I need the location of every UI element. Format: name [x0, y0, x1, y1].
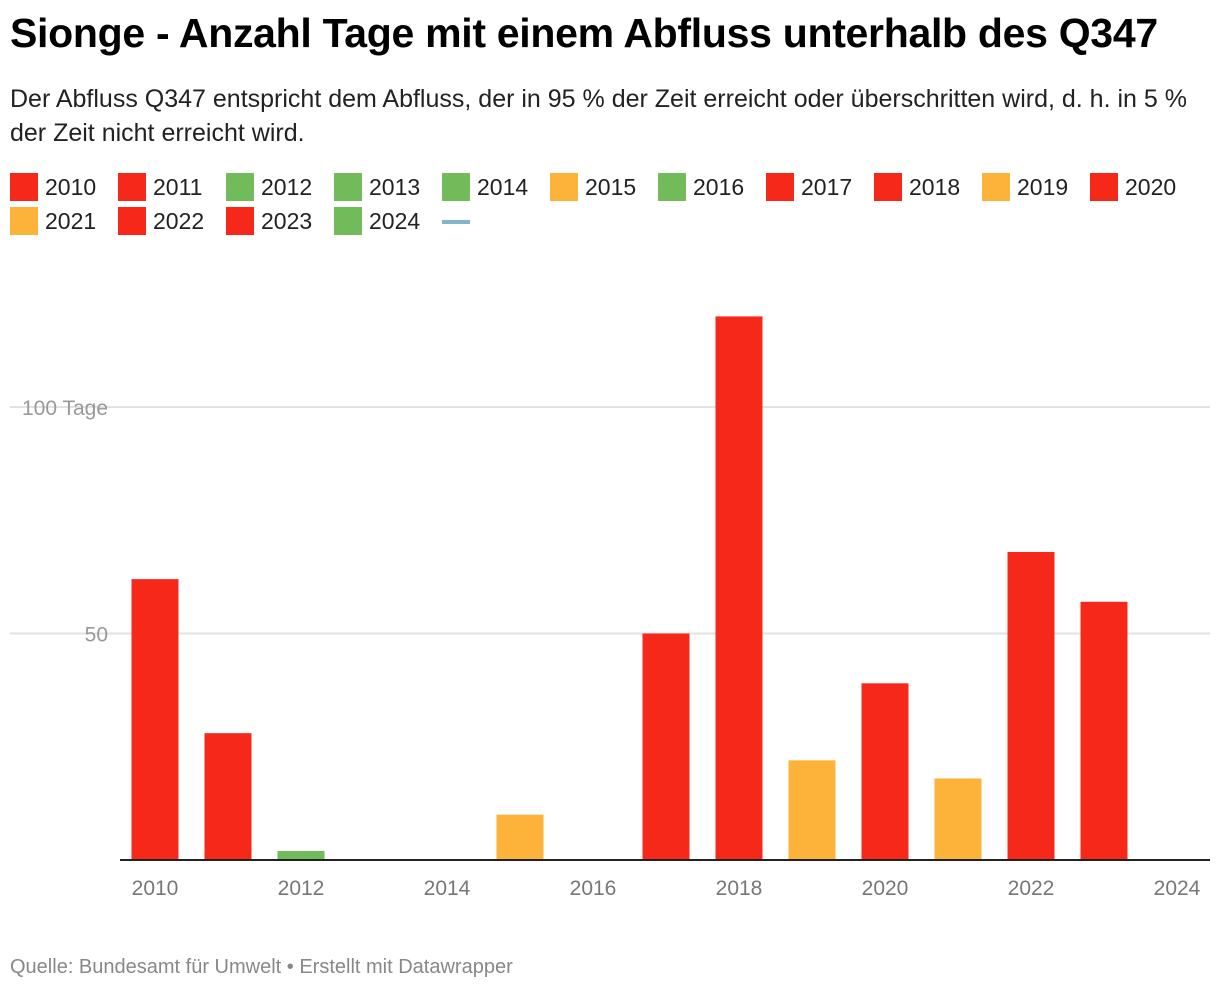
legend-swatch — [874, 173, 902, 201]
legend-item-2023: 2023 — [226, 207, 334, 235]
legend-row: 2010 2011 2012 2013 2014 2015 2016 2017 … — [10, 170, 1210, 204]
legend-label: 2018 — [909, 173, 961, 200]
x-tick-label: 2020 — [862, 877, 909, 900]
legend-swatch — [550, 173, 578, 201]
chart-title: Sionge - Anzahl Tage mit einem Abfluss u… — [10, 10, 1158, 56]
x-tick-label: 2022 — [1008, 877, 1055, 900]
legend-item-2013: 2013 — [334, 173, 442, 201]
x-tick-label: 2014 — [424, 877, 471, 900]
legend-item-2019: 2019 — [982, 173, 1090, 201]
legend-swatch — [1090, 173, 1118, 201]
x-tick-label: 2024 — [1154, 877, 1201, 900]
bar-2017 — [642, 633, 690, 860]
x-tick-label: 2018 — [716, 877, 763, 900]
legend-item-2017: 2017 — [766, 173, 874, 201]
legend-swatch — [10, 173, 38, 201]
y-tick-label: 100 Tage — [22, 397, 108, 420]
legend-swatch — [226, 207, 254, 235]
legend-swatch — [226, 173, 254, 201]
legend-label: 2013 — [369, 173, 421, 200]
bar-2018 — [715, 316, 763, 860]
bar-2015 — [496, 814, 544, 860]
legend-swatch — [118, 173, 146, 201]
legend-label: 2017 — [801, 173, 853, 200]
legend-swatch — [982, 173, 1010, 201]
legend-item-2020: 2020 — [1090, 173, 1198, 201]
legend-item-2016: 2016 — [658, 173, 766, 201]
legend-label: 2024 — [369, 207, 421, 234]
legend-label: 2011 — [153, 173, 203, 200]
legend-label: 2016 — [693, 173, 745, 200]
bar-2010 — [131, 579, 179, 860]
x-tick-label: 2012 — [278, 877, 325, 900]
bar-2022 — [1007, 551, 1055, 860]
bar-chart: 50 100 Tage 2010 2012 2014 2016 2018 2020 2022 20… — [10, 316, 1210, 900]
legend-swatch — [10, 207, 38, 235]
bar-2012 — [277, 850, 325, 860]
legend-label: 2010 — [45, 173, 97, 200]
legend-label: 2019 — [1017, 173, 1069, 200]
legend-swatch — [334, 207, 362, 235]
legend-item-2012: 2012 — [226, 173, 334, 201]
legend-item-2014: 2014 — [442, 173, 550, 201]
bar-2023 — [1080, 601, 1128, 860]
legend-label: 2014 — [477, 173, 529, 200]
legend-label: 2023 — [261, 207, 313, 234]
legend-item-2024: 2024 — [334, 207, 442, 235]
legend-label: 2020 — [1125, 173, 1177, 200]
source-footer: Quelle: Bundesamt für Umwelt • Erstellt … — [10, 956, 513, 978]
legend-swatch — [442, 173, 470, 201]
legend-line-swatch — [442, 220, 470, 224]
legend-row: 2021 2022 2023 2024 — [10, 204, 1210, 238]
bar-2021 — [934, 778, 982, 860]
bar-2020 — [861, 683, 909, 860]
x-tick-label: 2016 — [570, 877, 617, 900]
legend-swatch — [118, 207, 146, 235]
y-tick-label: 50 — [85, 624, 108, 647]
bar-2011 — [204, 733, 252, 860]
legend-label: 2022 — [153, 207, 205, 234]
legend-swatch — [658, 173, 686, 201]
legend-item-2015: 2015 — [550, 173, 658, 201]
x-tick-label: 2010 — [132, 877, 179, 900]
chart-subtitle: Der Abfluss Q347 entspricht dem Abfluss,… — [10, 85, 1187, 147]
legend-item-2018: 2018 — [874, 173, 982, 201]
legend-label: 2012 — [261, 173, 313, 200]
legend-item-2010: 2010 — [10, 173, 118, 201]
legend-label: 2021 — [45, 207, 97, 234]
legend-item-2022: 2022 — [118, 207, 226, 235]
legend-swatch — [766, 173, 794, 201]
legend-item-2021: 2021 — [10, 207, 118, 235]
legend-item-line — [442, 218, 550, 224]
legend-swatch — [334, 173, 362, 201]
legend: 2010 2011 2012 2013 2014 2015 2016 2017 … — [10, 170, 1210, 238]
legend-item-2011: 2011 — [118, 173, 226, 201]
legend-label: 2015 — [585, 173, 637, 200]
bar-2019 — [788, 760, 836, 860]
